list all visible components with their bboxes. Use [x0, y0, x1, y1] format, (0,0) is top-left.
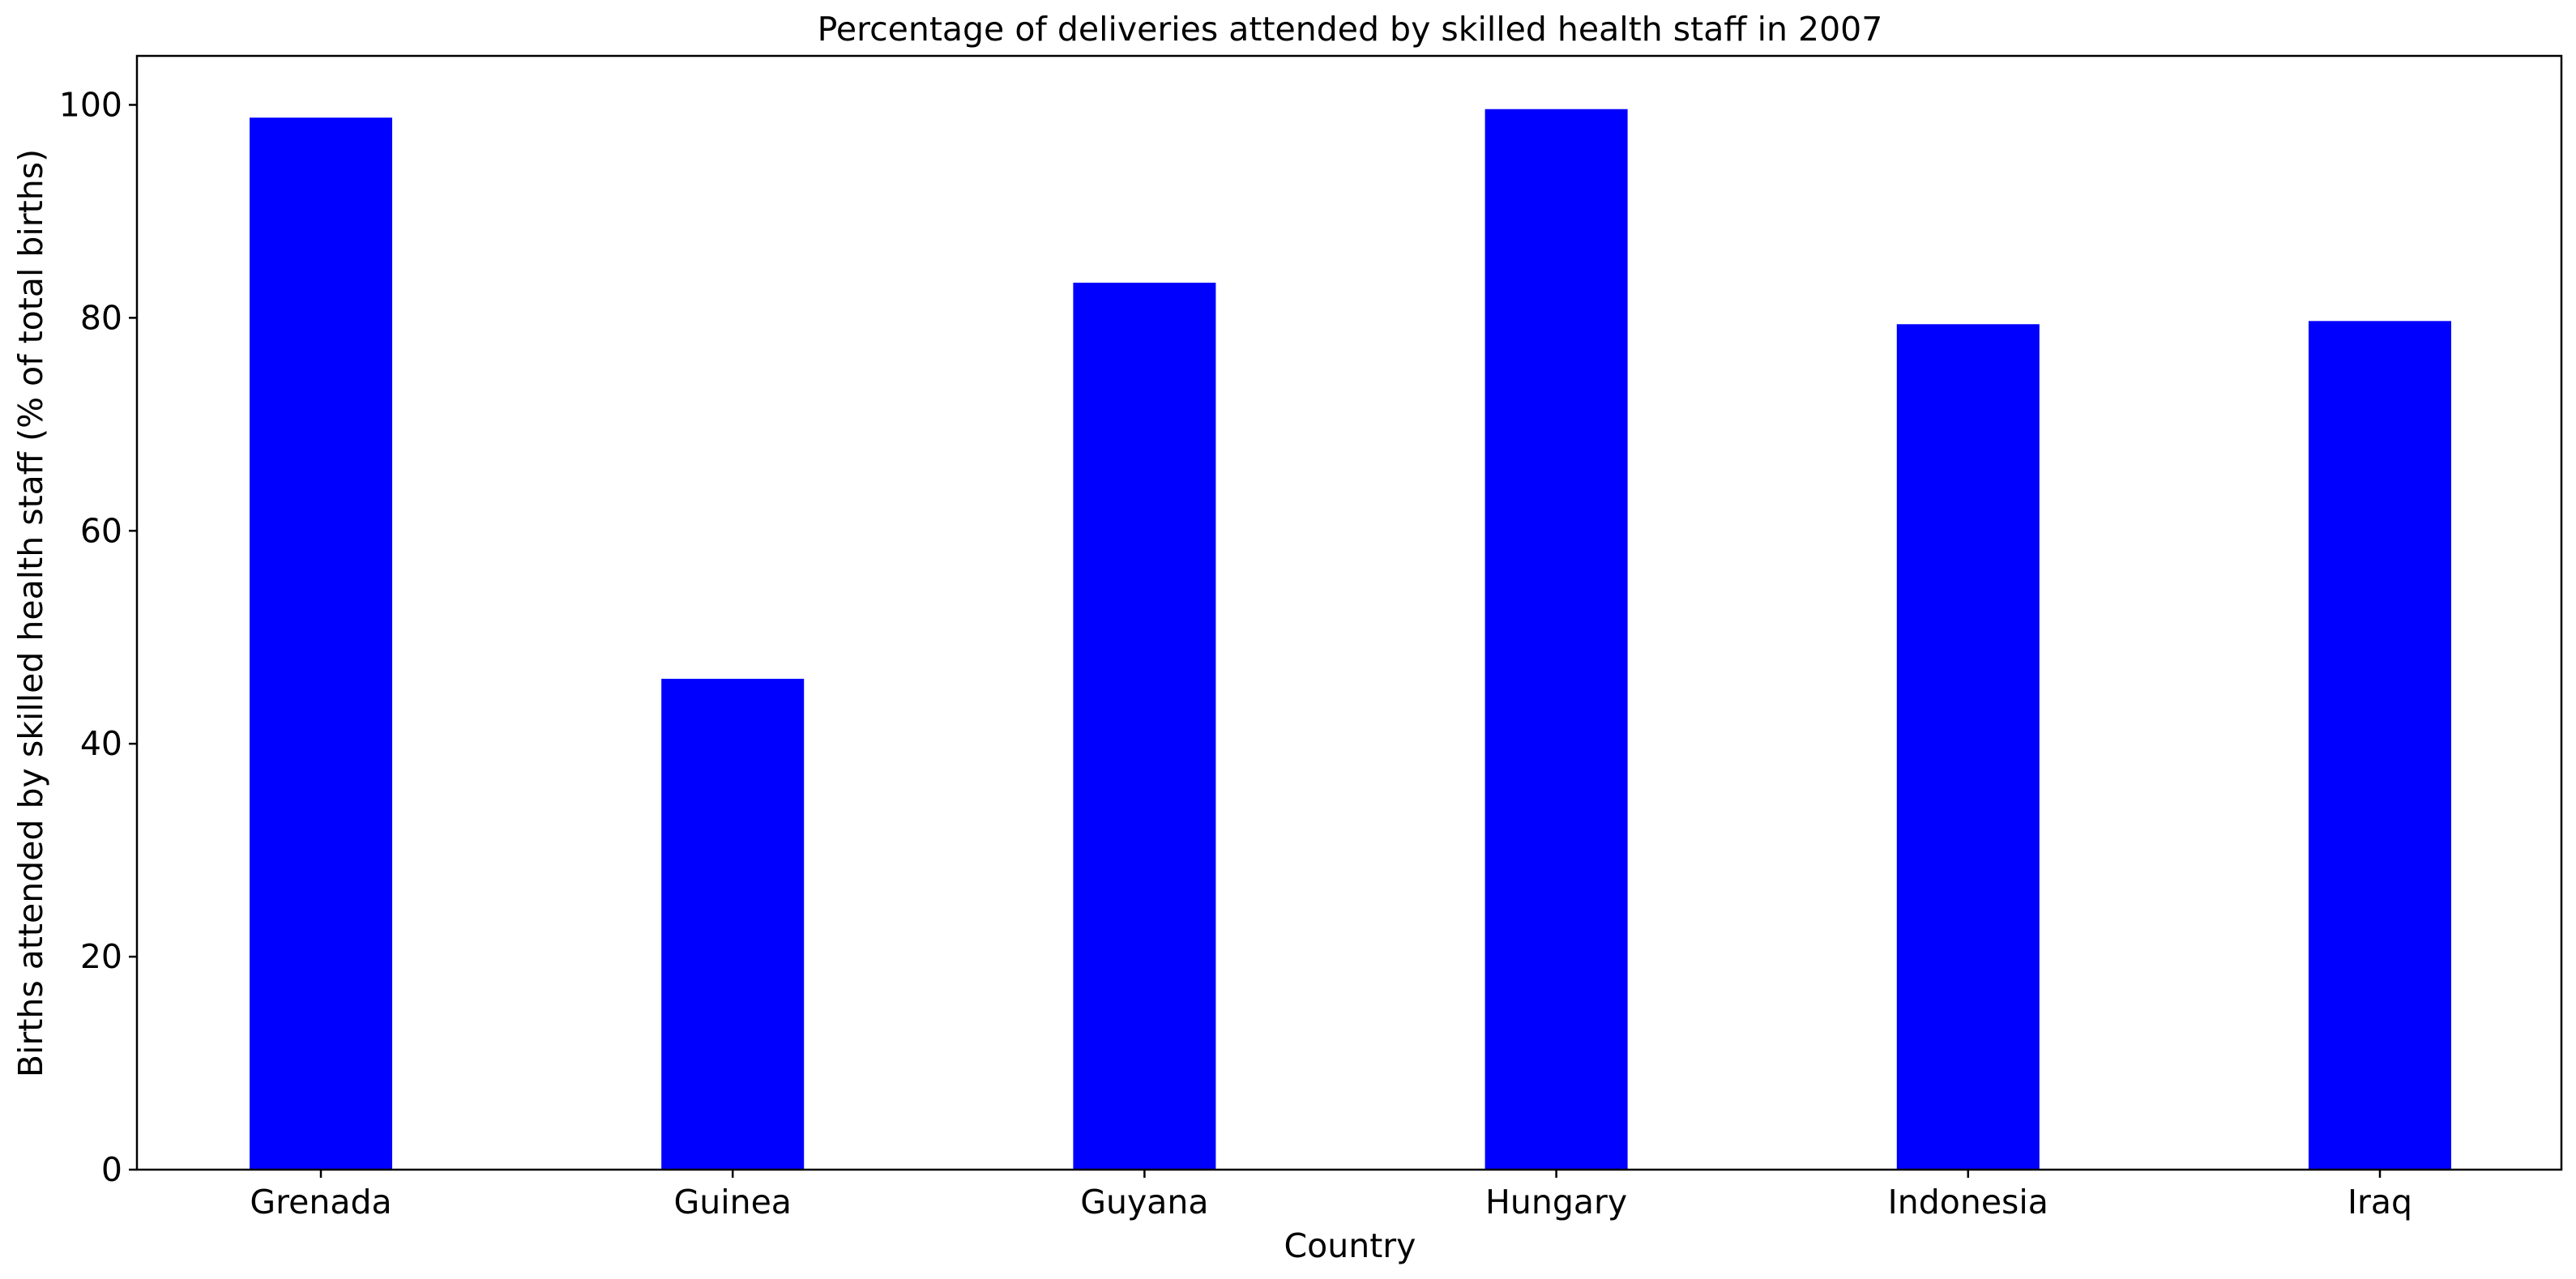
- bar-iraq: [2309, 321, 2451, 1170]
- bar-grenada: [250, 117, 392, 1170]
- x-axis-title: Country: [1284, 1226, 1416, 1265]
- chart-title: Percentage of deliveries attended by ski…: [818, 10, 1883, 49]
- x-tick-label: Hungary: [1485, 1183, 1627, 1221]
- y-tick-label: 80: [80, 298, 122, 337]
- x-tick-label: Iraq: [2347, 1183, 2412, 1221]
- x-tick-label: Guyana: [1080, 1183, 1208, 1221]
- y-tick-label: 60: [80, 511, 122, 550]
- bar-guinea: [661, 679, 805, 1170]
- x-axis: Grenada Guinea Guyana Hungary Indonesia Iraq: [250, 1170, 2412, 1221]
- bar-indonesia: [1896, 324, 2040, 1170]
- bar-hungary: [1485, 109, 1628, 1170]
- plot-frame: [135, 54, 2563, 1171]
- y-tick-label: 40: [80, 724, 122, 763]
- y-axis: 0 20 40 60 80 100: [59, 85, 137, 1189]
- x-tick-label: Indonesia: [1888, 1183, 2048, 1221]
- y-axis-title: Births attended by skilled health staff …: [11, 149, 50, 1077]
- y-tick-label: 0: [101, 1150, 122, 1189]
- y-tick-label: 100: [59, 85, 122, 124]
- x-tick-label: Guinea: [673, 1183, 791, 1221]
- bars-layer: [250, 109, 2451, 1170]
- y-tick-label: 20: [80, 937, 122, 976]
- x-tick-label: Grenada: [250, 1183, 391, 1221]
- bar-guyana: [1073, 282, 1216, 1170]
